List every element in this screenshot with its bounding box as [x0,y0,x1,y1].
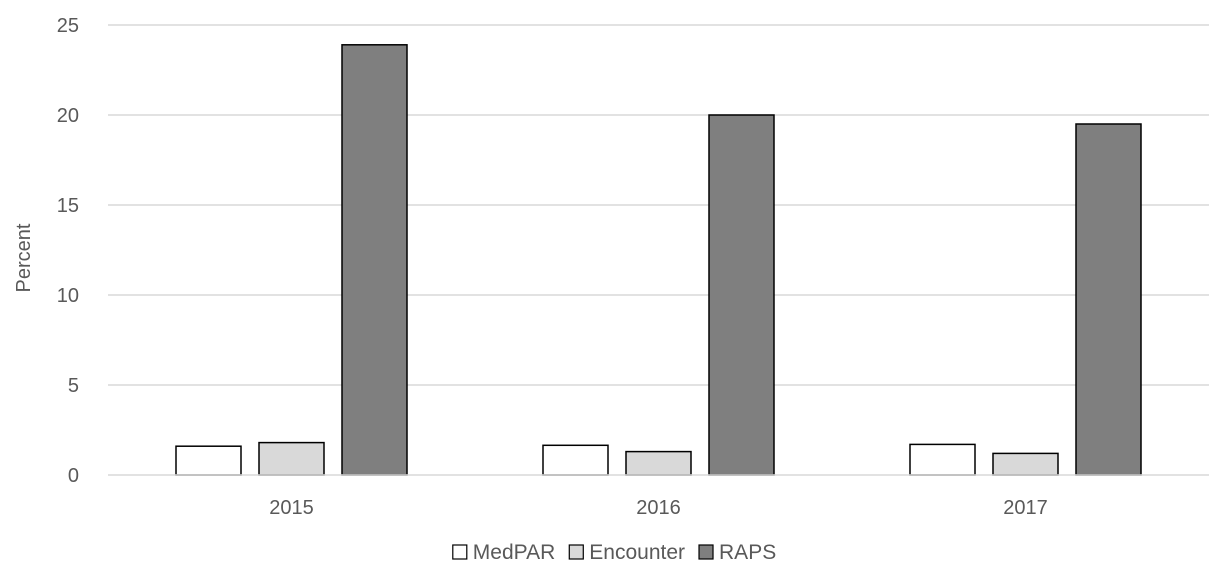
gridlines [108,24,1209,386]
bar-raps-2017 [1075,123,1142,476]
y-axis-title: Percent [13,223,35,292]
legend: MedPAR Encounter RAPS [452,541,776,564]
y-axis-ticks: 0 5 10 15 20 25 [57,15,79,487]
bar-raps-2016 [708,114,775,476]
legend-swatch-encounter [568,544,584,560]
bar-medpar-2016 [542,444,609,476]
bars [175,44,1142,476]
x-tick-label: 2017 [1003,497,1048,519]
legend-label: Encounter [589,541,685,564]
bar-encounter-2016 [625,450,692,476]
y-tick-label: 5 [68,375,79,397]
legend-label: RAPS [719,541,776,564]
bar-medpar-2015 [175,445,242,476]
y-tick-label: 20 [57,105,79,127]
x-tick-label: 2016 [636,497,681,519]
legend-label: MedPAR [473,541,555,564]
legend-swatch-raps [698,544,714,560]
bar-encounter-2015 [258,441,325,476]
bar-encounter-2017 [992,452,1059,476]
y-tick-label: 15 [57,195,79,217]
x-axis-ticks: 2015 2016 2017 [269,497,1048,519]
bar-medpar-2017 [909,443,976,476]
y-tick-label: 0 [68,465,79,487]
y-tick-label: 25 [57,15,79,37]
y-tick-label: 10 [57,285,79,307]
legend-swatch-medpar [452,544,468,560]
x-tick-label: 2015 [269,497,314,519]
bar-raps-2015 [341,44,408,476]
